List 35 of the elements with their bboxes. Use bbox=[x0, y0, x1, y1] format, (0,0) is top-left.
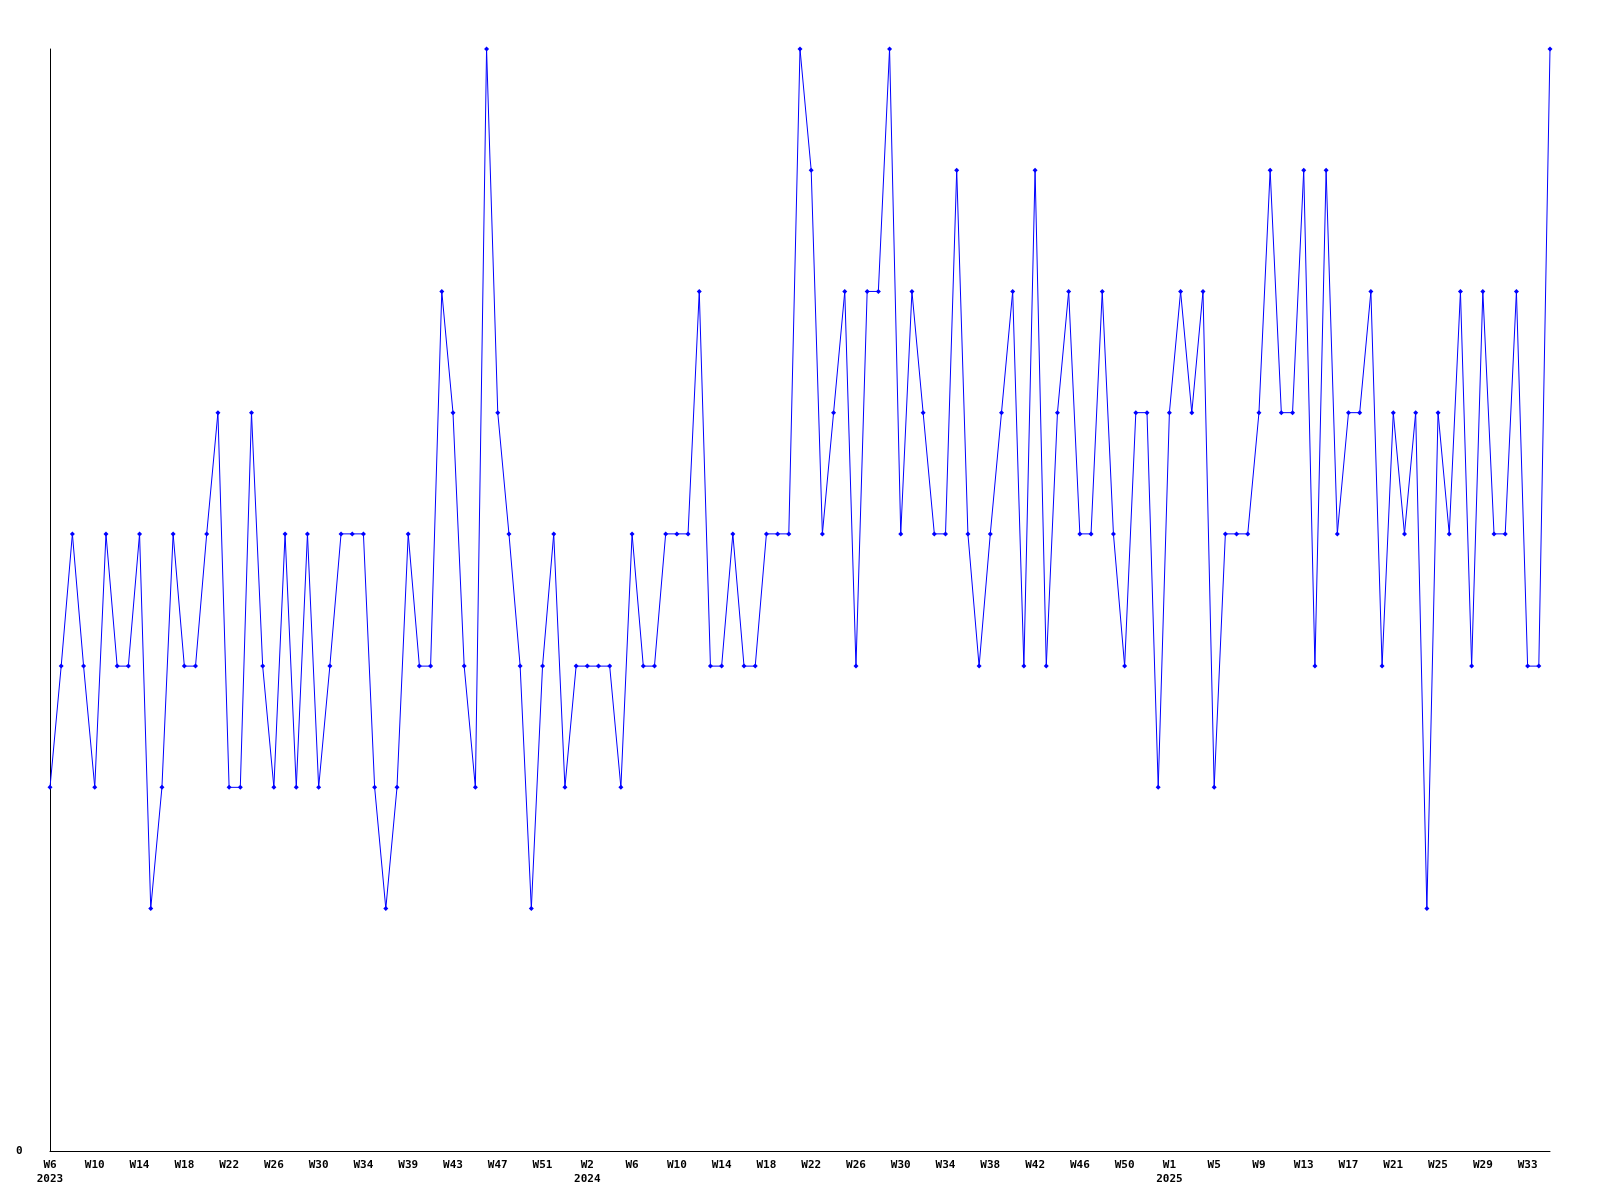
x-tick-label: W39 bbox=[398, 1157, 419, 1171]
x-tick-label: W46 bbox=[1069, 1157, 1091, 1171]
x-tick-label: W10 bbox=[666, 1157, 687, 1171]
x-tick-label: W26 bbox=[846, 1157, 867, 1171]
x-tick-label: W2 2024 bbox=[574, 1157, 601, 1185]
x-tick-label: W5 bbox=[1207, 1157, 1221, 1171]
x-tick-label: W30 bbox=[890, 1157, 911, 1171]
x-tick-label: W47 bbox=[487, 1157, 508, 1171]
x-tick-label: W13 bbox=[1293, 1157, 1314, 1171]
x-tick-label: W51 bbox=[532, 1157, 553, 1171]
x-tick-label: W38 bbox=[980, 1157, 1001, 1171]
x-tick-label: W29 bbox=[1472, 1157, 1493, 1171]
x-tick-label: W50 bbox=[1114, 1157, 1135, 1171]
x-tick-label: W34 bbox=[935, 1157, 956, 1171]
x-tick-label: W9 bbox=[1252, 1157, 1266, 1171]
x-tick-label: W6 bbox=[625, 1157, 640, 1171]
text: 0 bbox=[16, 1144, 23, 1157]
x-tick-label: W26 bbox=[263, 1157, 285, 1171]
x-tick-label: W1 2025 bbox=[1156, 1157, 1183, 1185]
x-tick-label: W42 bbox=[1025, 1157, 1046, 1171]
x-tick-label: W18 bbox=[756, 1157, 777, 1171]
x-tick-label: W30 bbox=[308, 1157, 329, 1171]
x-tick-label: W10 bbox=[84, 1157, 105, 1171]
x-tick-label: W14 bbox=[129, 1157, 150, 1171]
x-tick-label: W22 bbox=[801, 1157, 822, 1171]
x-tick-label: W33 bbox=[1517, 1157, 1538, 1171]
x-tick-label: W21 bbox=[1383, 1157, 1404, 1171]
x-tick-label: W25 bbox=[1428, 1157, 1448, 1171]
x-tick-label: W43 bbox=[443, 1157, 463, 1171]
x-tick-label: W14 bbox=[711, 1157, 732, 1171]
x-tick-label: W22 bbox=[219, 1157, 240, 1171]
x-tick-label: W6 2023 bbox=[36, 1157, 64, 1185]
x-tick-label: W18 bbox=[174, 1157, 195, 1171]
x-tick-label: W34 bbox=[353, 1157, 374, 1171]
x-tick-label: W17 bbox=[1338, 1157, 1359, 1171]
